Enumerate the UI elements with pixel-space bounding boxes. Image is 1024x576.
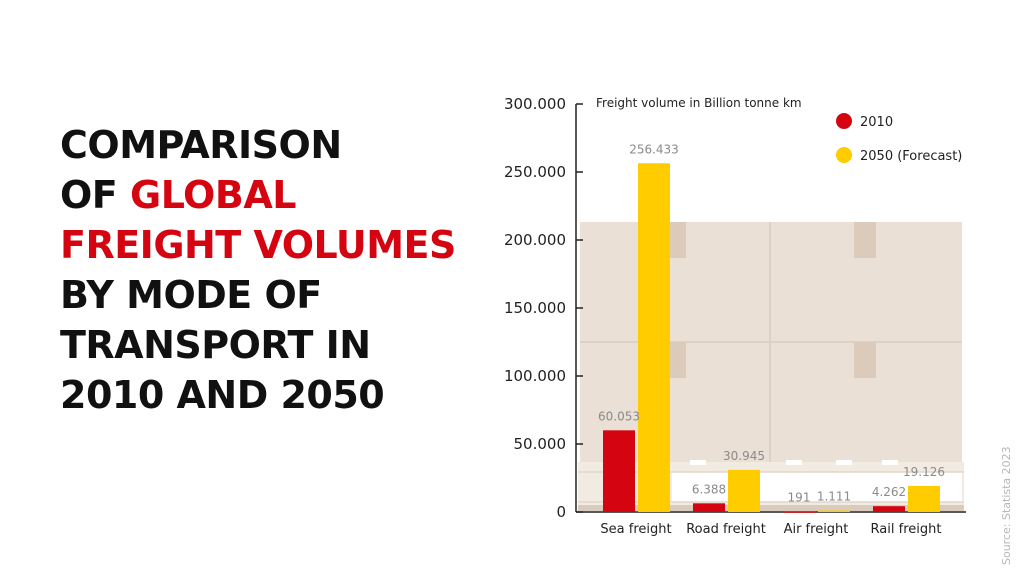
chart-bars [603, 163, 940, 513]
bar-value-label: 6.388 [692, 482, 726, 496]
y-tick-label: 0 [556, 503, 566, 521]
headline-line-4: BY MODE OF [60, 273, 322, 317]
bar-2050 [638, 163, 670, 513]
legend-label-2050: 2050 (Forecast) [860, 149, 962, 164]
headline-line-5: TRANSPORT IN [60, 323, 371, 367]
bar-value-label: 256.433 [629, 142, 679, 156]
x-category-label: Sea freight [600, 522, 671, 537]
bar-2010 [873, 506, 905, 512]
headline: COMPARISON OF GLOBAL FREIGHT VOLUMES BY … [60, 120, 480, 420]
y-tick-label: 150.000 [504, 299, 566, 317]
crate-strap [854, 342, 876, 378]
pallet-notch [882, 460, 898, 465]
bar-value-label: 191 [788, 491, 811, 505]
headline-line-1: COMPARISON [60, 123, 342, 167]
pallet-notch [786, 460, 802, 465]
bar-value-label: 60.053 [598, 409, 640, 423]
y-tick-label: 200.000 [504, 231, 566, 249]
bar-value-label: 1.111 [817, 489, 851, 503]
pallet-notch [836, 460, 852, 465]
bar-value-label: 19.126 [903, 465, 945, 479]
x-category-label: Road freight [686, 522, 766, 537]
headline-line-6: 2010 AND 2050 [60, 373, 385, 417]
chart-labels: 60.053 256.433 Sea freight 6.388 30.945 Road … [598, 142, 945, 537]
chart-axes: 0 50.000 100.000 150.000 200.000 250.000 300.0… [504, 95, 966, 521]
headline-line-2-highlight: GLOBAL [130, 173, 296, 217]
headline-line-3: FREIGHT VOLUMES [60, 223, 456, 267]
unit-label: Freight volume in Billion tonne km [596, 96, 802, 110]
bar-2010 [603, 430, 635, 512]
y-tick-label: 100.000 [504, 367, 566, 385]
legend-swatch-2010 [836, 113, 852, 129]
y-tick-label: 300.000 [504, 95, 566, 113]
bar-value-label: 4.262 [872, 485, 906, 499]
x-category-label: Air freight [784, 522, 849, 537]
bar-2050 [908, 485, 940, 512]
legend-swatch-2050 [836, 147, 852, 163]
y-tick-label: 250.000 [504, 163, 566, 181]
source-note: Source: Statista 2023 [1000, 446, 1013, 565]
pallet-floor [578, 505, 964, 511]
bar-value-label: 30.945 [723, 449, 765, 463]
pallet-notch [690, 460, 706, 465]
bar-2010 [783, 511, 815, 513]
bar-2050 [818, 510, 850, 512]
legend-label-2010: 2010 [860, 115, 893, 130]
bar-2050 [728, 469, 760, 512]
headline-line-2: OF GLOBAL [60, 170, 480, 220]
x-category-label: Rail freight [871, 522, 942, 537]
bar-2010 [693, 503, 725, 512]
headline-line-2-prefix: OF [60, 173, 130, 217]
legend: 2010 2050 (Forecast) [836, 113, 962, 164]
y-tick-label: 50.000 [514, 435, 567, 453]
crate-strap [854, 222, 876, 258]
